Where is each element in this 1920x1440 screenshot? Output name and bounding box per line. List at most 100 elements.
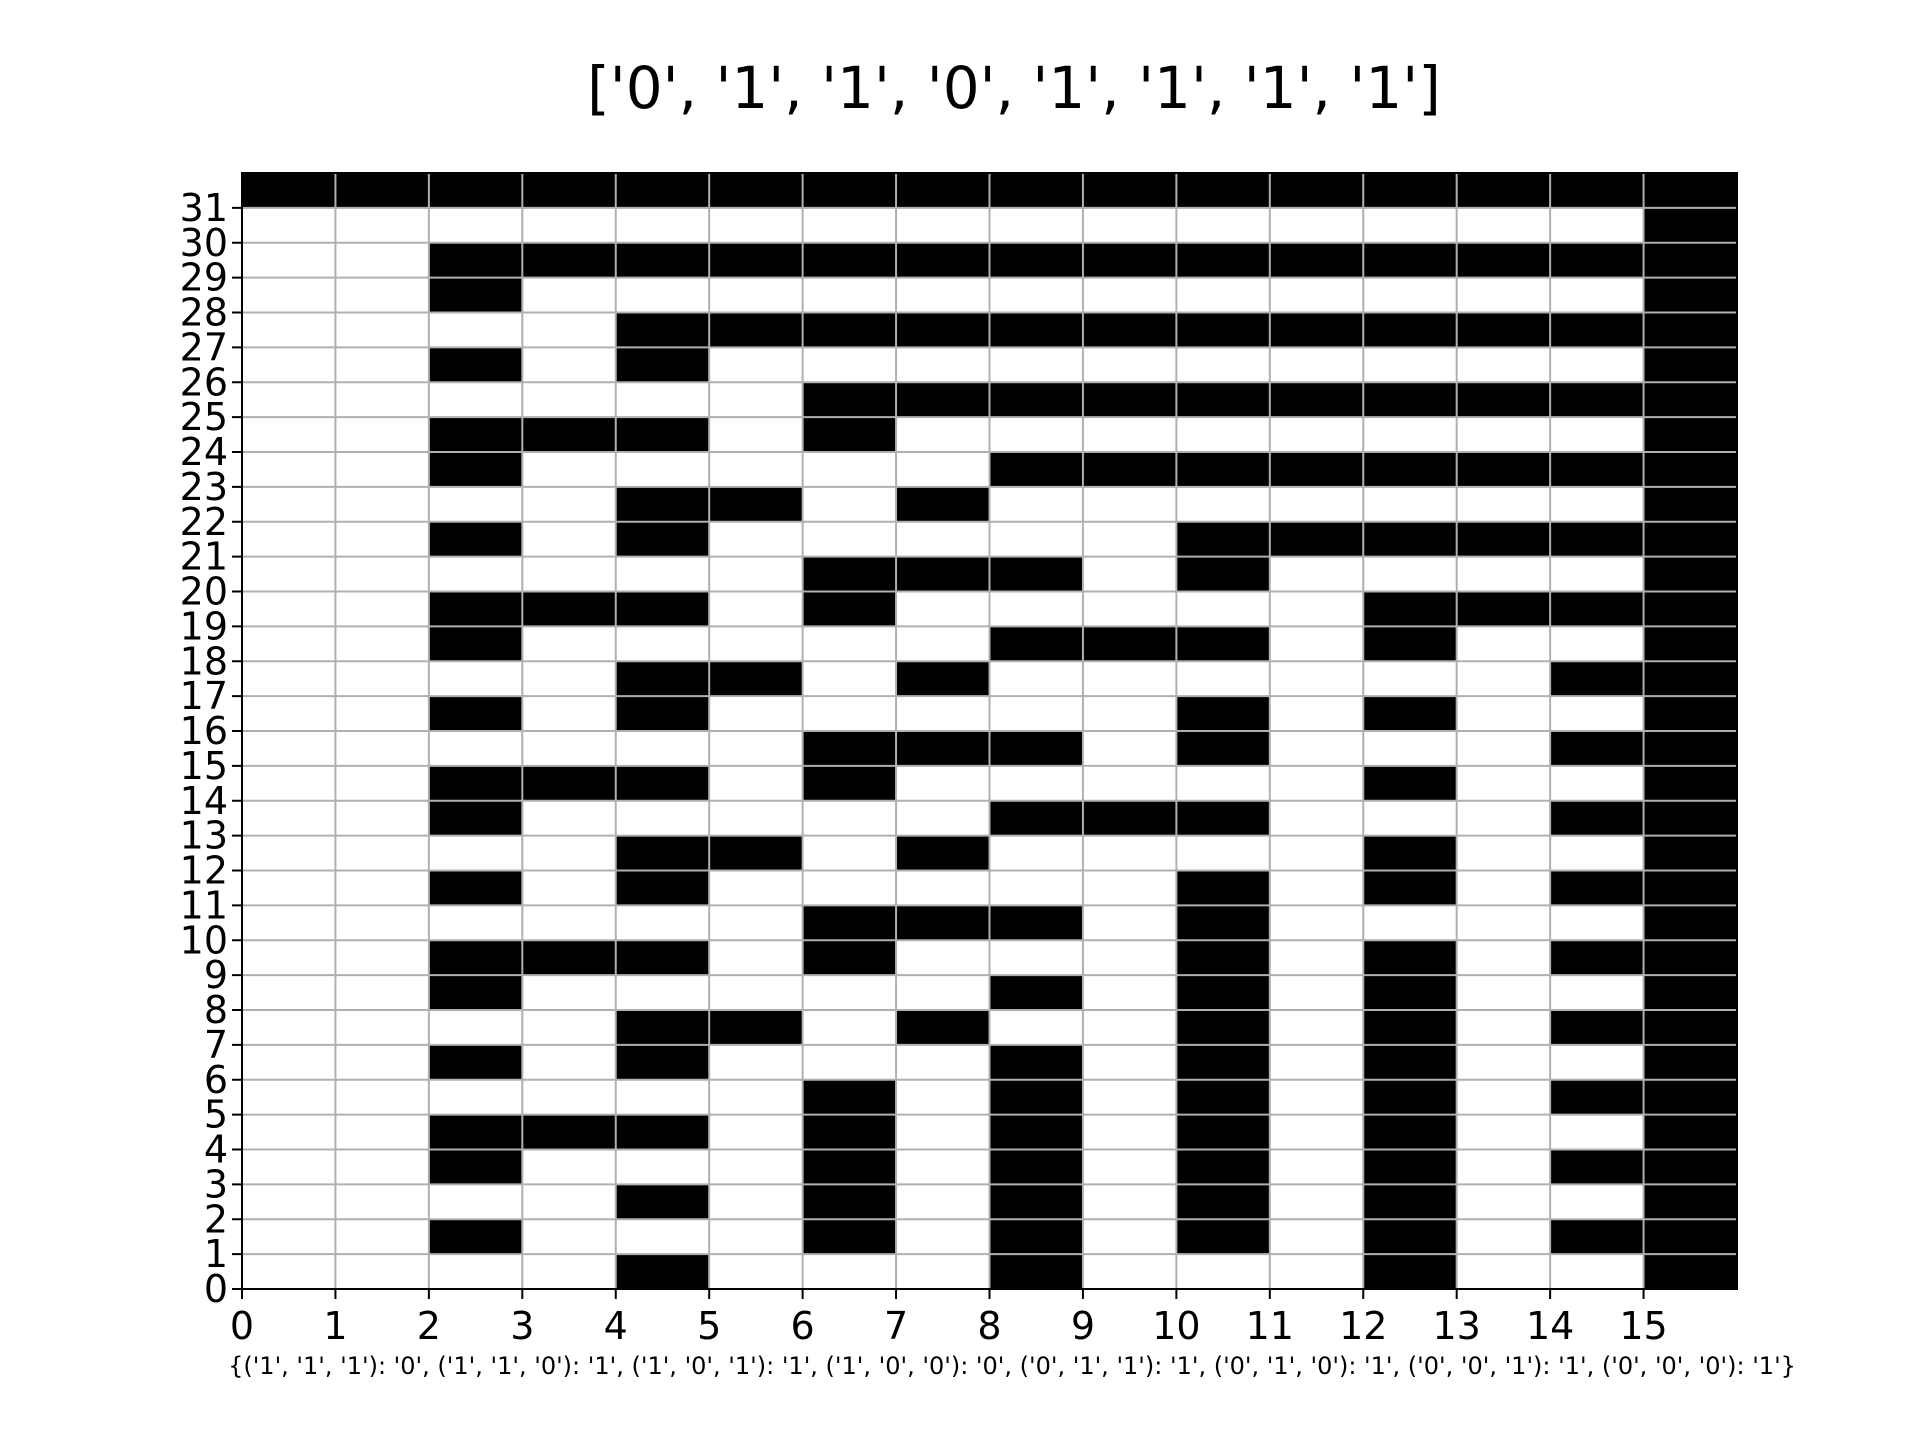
heatmap-cell xyxy=(802,696,897,732)
heatmap-cell xyxy=(615,382,710,418)
heatmap-cell xyxy=(802,1079,897,1116)
heatmap-cell xyxy=(1176,1219,1271,1255)
heatmap-cell xyxy=(1643,731,1738,767)
heatmap-cell xyxy=(1456,835,1551,871)
heatmap-cell xyxy=(1082,521,1177,558)
heatmap-cell xyxy=(1082,1254,1177,1290)
heatmap-cell xyxy=(1363,347,1458,383)
heatmap-cell xyxy=(615,626,710,662)
heatmap-cell xyxy=(522,382,617,418)
heatmap-cell xyxy=(522,417,617,453)
heatmap-cell xyxy=(709,661,804,697)
heatmap-cell xyxy=(896,870,990,906)
heatmap-cell xyxy=(802,1184,897,1220)
heatmap-cell xyxy=(428,1254,523,1290)
heatmap-cell xyxy=(1269,1114,1364,1150)
heatmap-cell xyxy=(802,173,897,209)
heatmap-cell xyxy=(989,1219,1084,1255)
heatmap-cell xyxy=(522,452,617,488)
heatmap-cell xyxy=(615,1149,710,1185)
heatmap-cell xyxy=(709,870,804,906)
heatmap-cell xyxy=(428,870,523,906)
heatmap-cell xyxy=(335,521,430,558)
heatmap-cell xyxy=(1082,556,1177,592)
heatmap-cell xyxy=(242,975,336,1011)
heatmap-cell xyxy=(335,626,430,662)
heatmap-cell xyxy=(709,277,804,313)
heatmap-cell xyxy=(1269,626,1364,662)
heatmap-cell xyxy=(896,975,990,1011)
heatmap-cell xyxy=(1643,521,1738,558)
heatmap-cell xyxy=(335,661,430,697)
heatmap-cell xyxy=(896,940,990,976)
heatmap-cell xyxy=(896,626,990,662)
heatmap-cell xyxy=(1176,1044,1271,1081)
heatmap-cell xyxy=(335,277,430,313)
heatmap-cell xyxy=(428,382,523,418)
heatmap-cell xyxy=(1176,556,1271,592)
heatmap-cell xyxy=(1082,626,1177,662)
heatmap-cell xyxy=(522,242,617,279)
heatmap-cell xyxy=(1176,765,1271,802)
heatmap-cell xyxy=(1176,277,1271,313)
heatmap-cell xyxy=(1176,800,1271,837)
heatmap-cell xyxy=(1550,486,1645,523)
heatmap-cell xyxy=(802,452,897,488)
heatmap-cell xyxy=(615,486,710,523)
heatmap-cell xyxy=(615,905,710,941)
heatmap-cell xyxy=(1643,452,1738,488)
heatmap-cell xyxy=(1363,1079,1458,1116)
heatmap-cell xyxy=(1550,1044,1645,1081)
heatmap-cell xyxy=(989,1114,1084,1150)
heatmap-cell xyxy=(1082,1149,1177,1185)
heatmap-cell xyxy=(709,800,804,837)
heatmap-cell xyxy=(1550,382,1645,418)
heatmap-cell xyxy=(1363,1254,1458,1290)
heatmap-cell xyxy=(1082,1044,1177,1081)
heatmap-cell xyxy=(802,1114,897,1150)
heatmap-cell xyxy=(1643,242,1738,279)
x-tick-label: 13 xyxy=(1433,1304,1481,1348)
heatmap-cell xyxy=(989,661,1084,697)
heatmap-cell xyxy=(709,765,804,802)
heatmap-cell xyxy=(1456,312,1551,348)
heatmap-cell xyxy=(896,277,990,313)
heatmap-cell xyxy=(1082,870,1177,906)
heatmap-cell xyxy=(896,347,990,383)
heatmap-cell xyxy=(1363,1114,1458,1150)
heatmap-cell xyxy=(1176,940,1271,976)
heatmap-cell xyxy=(1082,486,1177,523)
heatmap-cell xyxy=(615,173,710,209)
heatmap-cell xyxy=(1643,1149,1738,1185)
heatmap-cell xyxy=(1176,382,1271,418)
heatmap-cell xyxy=(1176,835,1271,871)
heatmap-cell xyxy=(1550,1079,1645,1116)
heatmap-cell xyxy=(1082,417,1177,453)
heatmap-cell xyxy=(615,870,710,906)
heatmap-cell xyxy=(1269,277,1364,313)
heatmap-cell xyxy=(1643,835,1738,871)
heatmap-cells xyxy=(242,173,1738,1290)
heatmap-cell xyxy=(896,382,990,418)
heatmap-cell xyxy=(896,591,990,627)
heatmap-cell xyxy=(522,940,617,976)
heatmap-cell xyxy=(522,626,617,662)
heatmap-cell xyxy=(1269,1010,1364,1046)
y-tick-label: 8 xyxy=(204,988,228,1032)
heatmap-cell xyxy=(709,417,804,453)
heatmap-cell xyxy=(428,486,523,523)
y-tick-label: 21 xyxy=(180,535,228,579)
heatmap-cell xyxy=(1363,696,1458,732)
heatmap-cell xyxy=(709,1184,804,1220)
x-tick-label: 2 xyxy=(417,1304,441,1348)
heatmap-cell xyxy=(1269,591,1364,627)
heatmap-cell xyxy=(1643,1079,1738,1116)
heatmap-cell xyxy=(1082,975,1177,1011)
heatmap-cell xyxy=(1456,975,1551,1011)
heatmap-cell xyxy=(335,347,430,383)
y-tick-label: 7 xyxy=(204,1023,228,1067)
y-tick-label: 1 xyxy=(204,1232,228,1276)
heatmap-cell xyxy=(335,417,430,453)
heatmap-cell xyxy=(522,1184,617,1220)
